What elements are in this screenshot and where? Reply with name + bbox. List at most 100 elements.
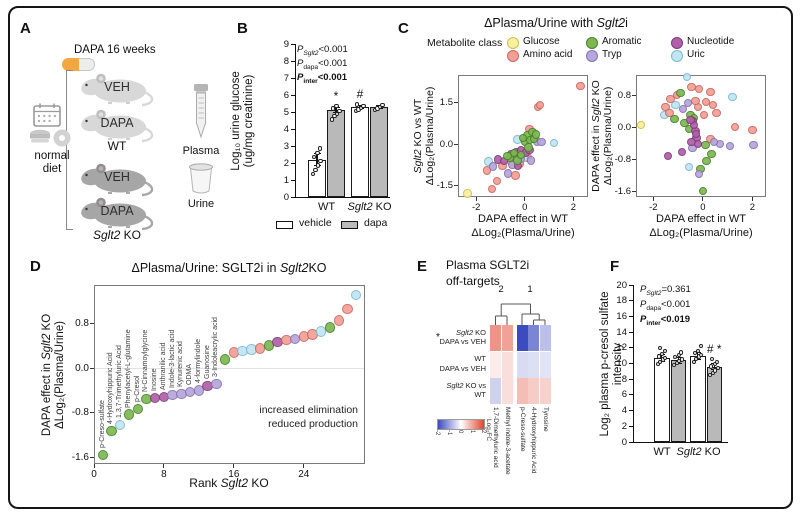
axis-tick <box>629 331 633 333</box>
scatter-point-amino <box>694 84 704 94</box>
p-value-label: Pinter<0.001 <box>297 72 348 85</box>
diet-label: normal diet <box>22 150 82 176</box>
mouse-treatment-label: VEH <box>104 80 130 94</box>
data-point <box>332 114 337 119</box>
axis-tick-label: 16 <box>228 469 240 480</box>
heatmap-cell <box>501 378 513 404</box>
colorbar-tick-label: -2 <box>434 430 440 436</box>
data-point <box>691 359 696 365</box>
panel-a-label: A <box>20 20 31 37</box>
scatter-point-tryp <box>537 137 546 147</box>
p-value-label: PSglt2=0.361 <box>640 284 691 297</box>
data-point <box>698 344 703 349</box>
axis-tick-label: 0 <box>700 202 706 213</box>
data-point <box>712 362 717 367</box>
axis-tick <box>291 94 295 96</box>
scatter-point-tryp <box>694 169 704 179</box>
y-axis-label: DAPA effect in Sglt2 KO ΔLog₂(Plasma/Urin… <box>590 80 614 192</box>
y-axis-label: Log₂ plasma p-cresol sulfate intensity <box>599 290 624 437</box>
data-point <box>660 351 665 357</box>
x-group-label: Sglt2 KO <box>676 446 721 458</box>
rank-point-label: Guanosine <box>203 345 211 379</box>
rank-point-label: Kynurenic acid <box>177 340 185 387</box>
scatter-point-amino <box>665 108 674 118</box>
axis-tick-label: -1.6 <box>71 452 89 464</box>
scatter-point-tryp <box>193 385 205 396</box>
panel-f-label: F <box>610 258 620 275</box>
scatter-point-aromatic <box>701 140 710 150</box>
uric-legend-dot <box>671 50 683 62</box>
y-axis-line <box>633 285 635 442</box>
data-point <box>329 117 335 122</box>
x-axis-label: Rank Sglt2 KO <box>189 476 269 490</box>
x-axis-label: ΔLog₂(Plasma/Urine) <box>649 227 753 239</box>
x-axis-line <box>633 442 728 444</box>
amino-legend-dot <box>507 50 519 62</box>
cluster-label: 1 <box>527 284 533 295</box>
plot-frame <box>636 75 766 197</box>
error-bar <box>713 363 715 370</box>
axis-tick-label: 2 <box>749 202 756 213</box>
data-point <box>310 171 316 177</box>
scatter-point-aromatic <box>707 149 716 159</box>
x-group-label: WT <box>317 201 336 213</box>
heatmap-cell <box>528 325 539 351</box>
heatmap-cell <box>490 325 501 351</box>
axis-tick-label: -2 <box>649 202 658 213</box>
axis-tick-label: 5 <box>283 106 289 118</box>
scatter-point-amino <box>511 171 520 180</box>
scatter-point-tryp <box>503 169 513 178</box>
rank-point-label: 3-Indoleacrylic acid <box>212 316 220 377</box>
significance-mark: * <box>436 332 440 343</box>
error-bar-cap <box>674 356 682 358</box>
data-point <box>679 350 684 355</box>
heatmap-cell <box>516 378 528 404</box>
axis-tick <box>629 315 633 317</box>
data-point <box>672 362 677 368</box>
axis-tick-label: 0.8 <box>617 89 631 101</box>
axis-tick <box>291 43 295 45</box>
axis-tick <box>751 197 753 201</box>
x-group-label: Sglt2 KO <box>347 201 392 213</box>
axis-tick <box>629 284 633 286</box>
axis-tick <box>291 111 295 113</box>
scatter-point-amino <box>701 97 711 107</box>
axis-tick <box>629 410 633 412</box>
scatter-point-nucleotide <box>693 139 703 149</box>
legend-label: dapa <box>364 216 388 229</box>
axis-tick <box>475 197 477 201</box>
y-axis-label: Sglt2 KO vs WT ΔLog₂(Plasma/Urine) <box>412 86 436 186</box>
scatter-point-amino <box>748 125 757 135</box>
data-point <box>694 356 699 361</box>
scatter-point-uric <box>682 72 691 82</box>
heatmap-row-label: Sglt2 KO DAPA vs VEH <box>439 327 486 347</box>
mouse-treatment-label: VEH <box>104 170 130 184</box>
scatter-point-uric <box>684 162 694 172</box>
axis-tick <box>572 197 574 201</box>
scatter-point-tryp <box>725 141 735 151</box>
axis-tick-label: 2 <box>570 202 577 213</box>
scatter-point-nucleotide <box>686 115 695 125</box>
scatter-point-aromatic <box>676 88 685 98</box>
data-point <box>713 368 718 373</box>
axis-tick <box>291 196 295 198</box>
data-point <box>317 146 323 151</box>
scatter-point-amino <box>706 87 715 97</box>
mouse-icon: VEH <box>76 70 158 108</box>
plasma-label: Plasma <box>182 145 220 157</box>
y-axis-line <box>295 44 297 197</box>
scatter-point-aromatic <box>97 449 108 461</box>
axis-tick <box>291 179 295 181</box>
axis-tick-label: 16 <box>616 310 627 322</box>
axis-tick-label: 6 <box>621 389 627 401</box>
data-point <box>337 108 342 114</box>
axis-tick <box>632 190 636 192</box>
axis-tick <box>291 145 295 147</box>
axis-tick <box>629 363 633 364</box>
scatter-point-amino <box>333 315 344 326</box>
colorbar-tick-label: 1 <box>468 430 475 434</box>
y-axis-label: DAPA effect in Sglt2 KO ΔLog₂(Plasma/Urin… <box>41 313 66 436</box>
bar <box>327 110 345 197</box>
axis-tick <box>702 197 704 201</box>
data-point <box>710 356 715 361</box>
